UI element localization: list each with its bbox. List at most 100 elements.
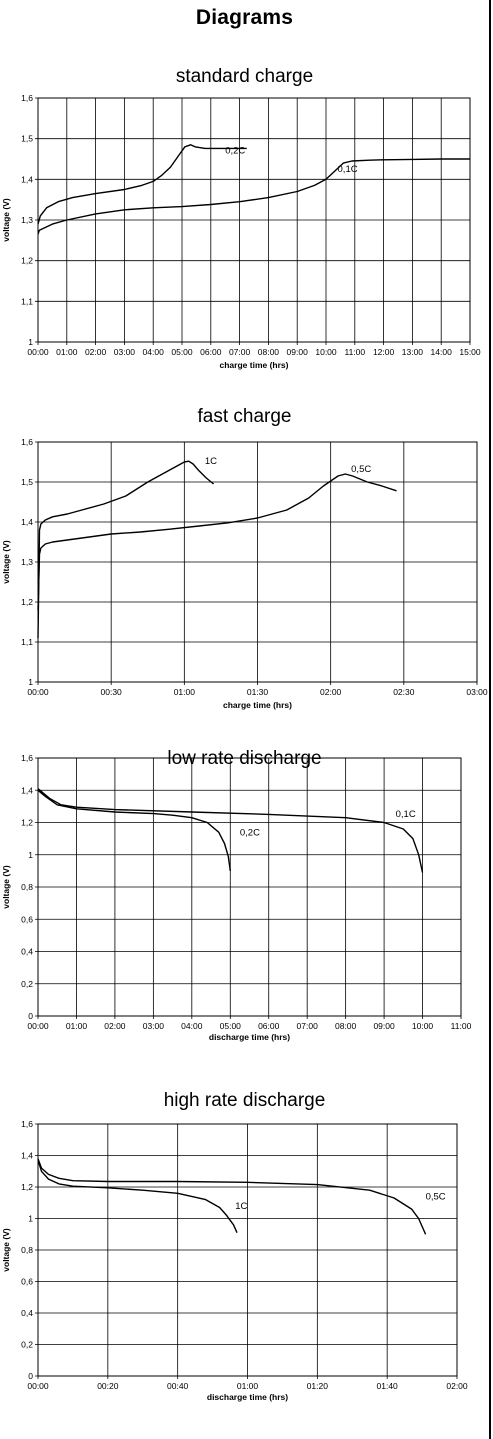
series-label-0-2c: 0,2C [240, 827, 260, 838]
y-tick-label: 1,1 [21, 637, 33, 647]
y-axis-label: voltage (V) [1, 540, 11, 584]
x-tick-label: 07:00 [229, 347, 251, 357]
y-tick-label: 0,4 [21, 947, 33, 957]
y-tick-label: 1,4 [21, 174, 33, 184]
x-tick-label: 01:00 [174, 687, 196, 697]
x-tick-label: 14:00 [431, 347, 453, 357]
chart-fast-charge: 00:00 00:30 01:00 01:30 02:00 02:30 03:00 1 1,1 1… [0, 432, 489, 724]
series-line-0-5c [38, 474, 397, 610]
y-tick-label: 1,4 [21, 517, 33, 527]
y-tick-label: 1,6 [21, 753, 33, 763]
x-tick-label: 00:30 [101, 687, 123, 697]
y-tick-label: 1,4 [21, 785, 33, 795]
y-tick-label: 1 [28, 337, 33, 347]
x-tick-label: 11:00 [451, 1021, 472, 1031]
x-tick-label: 07:00 [297, 1021, 319, 1031]
y-tick-label: 0,2 [21, 979, 33, 989]
y-tick-label: 1 [28, 850, 33, 860]
x-tick-label: 01:40 [377, 1381, 399, 1391]
x-tick-label: 11:00 [344, 347, 365, 357]
y-axis-label: voltage (V) [1, 1228, 11, 1272]
x-tick-label: 02:00 [446, 1381, 468, 1391]
x-tick-label: 04:00 [181, 1021, 203, 1031]
x-tick-label: 09:00 [287, 347, 309, 357]
y-tick-label: 0,6 [21, 914, 33, 924]
x-tick-label: 03:00 [466, 687, 488, 697]
y-axis-label: voltage (V) [1, 198, 11, 242]
x-tick-label: 08:00 [335, 1021, 357, 1031]
x-tick-label: 02:00 [85, 347, 107, 357]
x-tick-label: 02:30 [393, 687, 415, 697]
x-tick-label: 10:00 [412, 1021, 434, 1031]
y-tick-label: 1,4 [21, 1151, 33, 1161]
x-tick-label: 04:00 [143, 347, 165, 357]
y-tick-label: 1,3 [21, 557, 33, 567]
series-label-0-2c: 0,2C [225, 146, 245, 157]
y-tick-label: 0 [28, 1371, 33, 1381]
x-tick-label: 01:20 [307, 1381, 329, 1391]
y-tick-label: 1,1 [21, 296, 33, 306]
x-tick-label: 05:00 [171, 347, 193, 357]
series-line-0-2c [38, 790, 230, 871]
x-tick-label: 15:00 [459, 347, 481, 357]
chart-title-standard-charge: standard charge [0, 66, 489, 88]
series-label-0-5c: 0,5C [426, 1192, 446, 1203]
chart-title-fast-charge: fast charge [0, 406, 489, 428]
y-tick-label: 1,2 [21, 818, 33, 828]
series-line-1c [38, 461, 214, 638]
y-tick-label: 0,8 [21, 882, 33, 892]
x-axis-label: charge time (hrs) [223, 700, 292, 710]
x-tick-label: 03:00 [143, 1021, 165, 1031]
y-tick-label: 1 [28, 1214, 33, 1224]
y-tick-label: 1,2 [21, 1182, 33, 1192]
series-line-0-2c [38, 145, 247, 224]
x-tick-label: 06:00 [200, 347, 222, 357]
x-tick-label: 01:00 [56, 347, 78, 357]
x-axis-label: discharge time (hrs) [209, 1032, 290, 1042]
y-tick-label: 1,5 [21, 477, 33, 487]
y-tick-label: 1,6 [21, 1119, 33, 1129]
y-tick-label: 0,2 [21, 1340, 33, 1350]
y-tick-label: 1,5 [21, 134, 33, 144]
y-tick-label: 1,2 [21, 256, 33, 266]
y-axis-label: voltage (V) [1, 865, 11, 909]
series-label-0-1c: 0,1C [338, 164, 358, 175]
x-tick-label: 00:20 [97, 1381, 119, 1391]
series-line-0-1c [38, 159, 470, 234]
x-axis-label: discharge time (hrs) [207, 1392, 288, 1402]
x-tick-label: 00:00 [27, 1381, 49, 1391]
chart-low-rate-discharge: 00:00 01:00 02:00 03:00 04:00 05:00 06:00 07:00… [0, 752, 489, 1072]
y-tick-label: 0,6 [21, 1277, 33, 1287]
chart-title-high-rate-discharge: high rate discharge [0, 1090, 489, 1112]
y-tick-label: 1,6 [21, 93, 33, 103]
series-label-1c: 1C [235, 1201, 247, 1212]
y-tick-label: 1 [28, 677, 33, 687]
x-tick-label: 00:40 [167, 1381, 189, 1391]
x-tick-label: 00:00 [27, 1021, 49, 1031]
chart-standard-charge: 00:00 01:00 02:00 03:00 04:00 05:00 06:00 07:00… [0, 92, 489, 384]
x-tick-label: 01:00 [66, 1021, 88, 1031]
y-tick-label: 1,3 [21, 215, 33, 225]
page-title: Diagrams [0, 6, 489, 30]
x-tick-label: 01:30 [247, 687, 269, 697]
x-tick-label: 00:00 [27, 687, 49, 697]
x-tick-label: 02:00 [320, 687, 342, 697]
x-tick-label: 08:00 [258, 347, 280, 357]
x-tick-label: 13:00 [402, 347, 424, 357]
y-tick-label: 0,8 [21, 1245, 33, 1255]
x-tick-label: 02:00 [104, 1021, 126, 1031]
y-tick-label: 1,6 [21, 437, 33, 447]
series-line-1c [38, 1160, 237, 1233]
x-tick-label: 06:00 [258, 1021, 280, 1031]
x-tick-label: 03:00 [114, 347, 136, 357]
series-label-0-1c: 0,1C [396, 809, 416, 820]
y-tick-label: 0,4 [21, 1308, 33, 1318]
y-tick-label: 0 [28, 1011, 33, 1021]
x-tick-label: 10:00 [315, 347, 337, 357]
x-tick-label: 12:00 [373, 347, 395, 357]
x-tick-label: 05:00 [220, 1021, 242, 1031]
series-label-0-5c: 0,5C [351, 464, 371, 475]
x-tick-label: 01:00 [237, 1381, 259, 1391]
series-label-1c: 1C [205, 456, 217, 467]
y-tick-label: 1,2 [21, 597, 33, 607]
